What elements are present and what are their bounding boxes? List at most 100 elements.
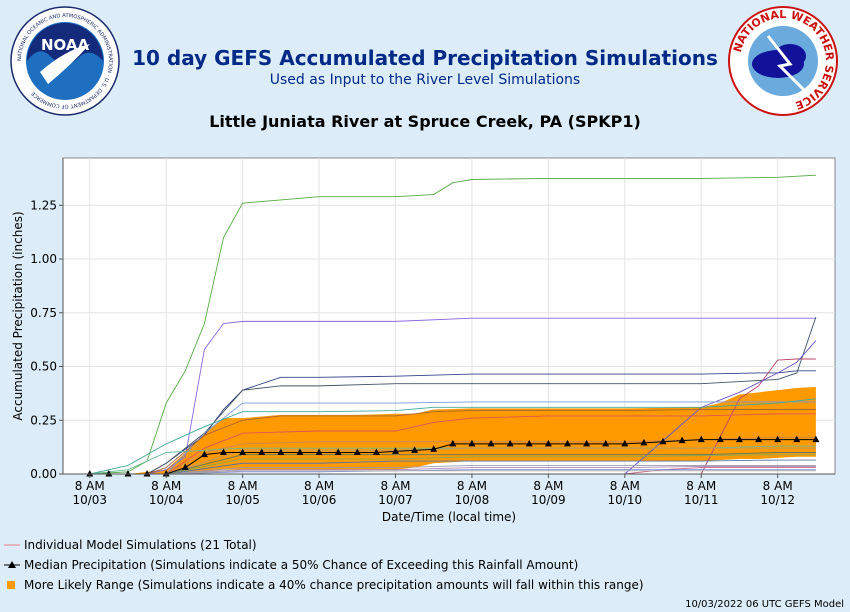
median-point (372, 448, 380, 456)
y-tick-label: 0.25 (30, 413, 57, 427)
median-point (697, 435, 705, 443)
y-tick-label: 1.25 (30, 198, 57, 212)
individual-simulation-line (89, 174, 816, 475)
median-point (430, 445, 438, 452)
individual-simulation-line (89, 316, 817, 475)
x-axis-label: Date/Time (local time) (382, 510, 516, 524)
individual-simulation-line (89, 464, 816, 475)
median-point (124, 470, 132, 477)
x-tick-label-time: 8 AM (610, 479, 640, 493)
legend-range-label: More Likely Range (Simulations indicate … (24, 578, 644, 592)
individual-simulation-line (89, 409, 816, 475)
x-tick-label-time: 8 AM (380, 479, 410, 493)
median-point (812, 435, 820, 443)
median-point (258, 448, 266, 456)
median-point (659, 437, 667, 445)
individual-simulation-line (89, 370, 816, 475)
individual-simulation-line (89, 317, 816, 475)
x-tick-label-date: 10/09 (531, 493, 566, 507)
x-tick-label-time: 8 AM (763, 479, 793, 493)
median-point (506, 439, 514, 447)
x-tick-label-time: 8 AM (533, 479, 563, 493)
individual-simulation-line (89, 401, 816, 475)
median-point (315, 448, 323, 456)
median-point (220, 448, 228, 456)
page-subtitle: Used as Input to the River Level Simulat… (269, 72, 581, 88)
legend-range-swatch (7, 581, 15, 589)
noaa-logo-text: NOAA (41, 36, 90, 54)
individual-simulation-line (89, 452, 816, 475)
legend-median-label: Median Precipitation (Simulations indica… (24, 558, 579, 572)
median-point (563, 439, 571, 447)
x-tick-label-time: 8 AM (457, 479, 487, 493)
x-tick-label-date: 10/06 (302, 493, 337, 507)
x-tick-label-time: 8 AM (228, 479, 258, 493)
median-point (105, 470, 113, 477)
legend-individual: Individual Model Simulations (21 Total) (4, 538, 257, 552)
median-point (468, 439, 476, 447)
median-point (449, 439, 457, 447)
x-tick-label-date: 10/05 (225, 493, 260, 507)
median-point (86, 470, 94, 477)
median-point (525, 439, 533, 447)
median-point (162, 470, 170, 477)
legend-median-swatch (4, 561, 20, 568)
y-tick-label: 0.00 (30, 467, 57, 481)
median-point (200, 450, 208, 458)
individual-simulation-line (89, 413, 816, 475)
median-point (411, 446, 419, 453)
median-point (602, 439, 610, 447)
x-tick-label-date: 10/03 (72, 493, 107, 507)
x-tick-label-time: 8 AM (686, 479, 716, 493)
median-point (353, 448, 361, 456)
median-series (86, 435, 820, 477)
median-point (487, 439, 495, 447)
median-point (583, 439, 591, 447)
individual-simulation-line (89, 447, 816, 475)
median-point (391, 447, 399, 454)
x-tick-label-time: 8 AM (75, 479, 105, 493)
median-point (678, 436, 686, 444)
median-point (181, 463, 189, 471)
individual-simulation-line (89, 469, 816, 475)
median-point (793, 435, 801, 443)
median-point (755, 435, 763, 443)
median-point (277, 448, 285, 456)
median-point (296, 448, 304, 456)
median-point (640, 438, 648, 446)
x-tick-label-time: 8 AM (151, 479, 181, 493)
median-point (621, 439, 629, 447)
x-tick-label-date: 10/08 (455, 493, 490, 507)
y-tick-label: 1.00 (30, 252, 57, 266)
legend-individual-swatch (4, 544, 20, 546)
median-point (334, 448, 342, 456)
individual-simulation-line (89, 454, 816, 475)
median-point (239, 448, 247, 456)
legend-range: More Likely Range (Simulations indicate … (4, 578, 644, 592)
median-point (716, 435, 724, 443)
median-point (735, 435, 743, 443)
y-tick-label: 0.75 (30, 306, 57, 320)
y-axis-label: Accumulated Precipitation (inches) (11, 211, 25, 420)
median-point (544, 439, 552, 447)
individual-simulation-line (89, 398, 816, 475)
y-tick-label: 0.50 (30, 360, 57, 374)
individual-simulation-line (89, 459, 816, 475)
x-tick-label-time: 8 AM (304, 479, 334, 493)
nws-logo: NATIONAL WEATHER SERVICE (728, 6, 838, 116)
x-tick-label-date: 10/10 (608, 493, 643, 507)
noaa-logo: NOAA NATIONAL OCEANIC AND ATMOSPHERIC AD… (10, 6, 120, 116)
legend-individual-label: Individual Model Simulations (21 Total) (24, 538, 257, 552)
median-point (774, 435, 782, 443)
page-title: 10 day GEFS Accumulated Precipitation Si… (132, 46, 718, 70)
x-tick-label-date: 10/11 (684, 493, 719, 507)
individual-simulation-line (89, 470, 816, 475)
model-run-footer: 10/03/2022 06 UTC GEFS Model (685, 599, 844, 610)
x-tick-label-date: 10/04 (149, 493, 184, 507)
x-tick-label-date: 10/07 (378, 493, 413, 507)
median-point (143, 470, 151, 477)
individual-simulation-line (89, 466, 816, 475)
station-name: Little Juniata River at Spruce Creek, PA… (209, 112, 641, 131)
